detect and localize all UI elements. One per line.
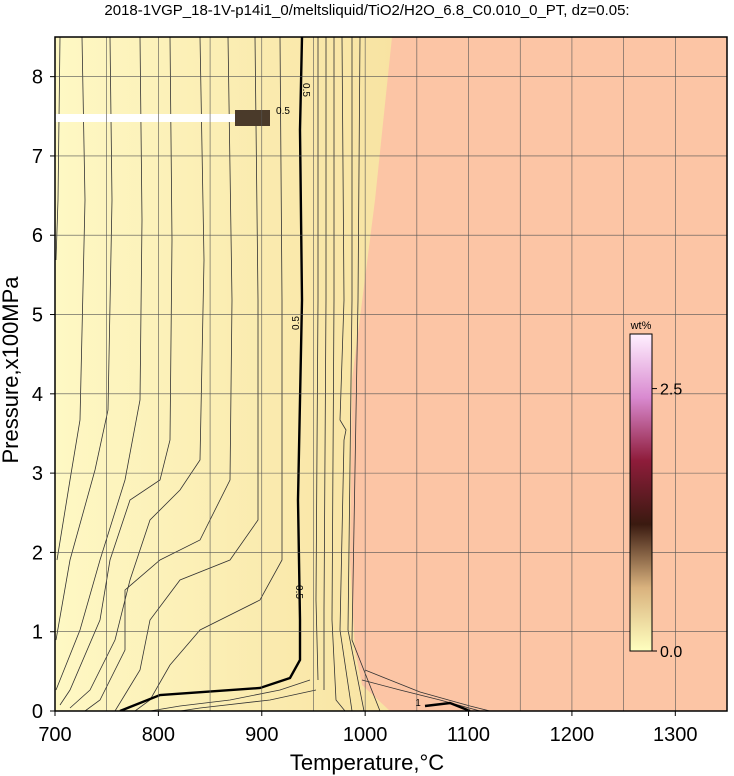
y-tick-label: 7 — [32, 146, 43, 168]
plot-frame — [54, 36, 728, 712]
y-tick-label: 5 — [32, 305, 43, 327]
contour-label: 0.5 — [276, 106, 290, 117]
x-tick-label: 1300 — [653, 724, 698, 746]
y-tick-label: 3 — [32, 463, 43, 485]
colorbar-tick-label: 2.5 — [660, 382, 682, 399]
contour-label: 1 — [415, 698, 421, 709]
artifact-band — [235, 110, 270, 126]
missing-data-band — [55, 114, 235, 122]
x-axis-label: Temperature,°C — [290, 750, 444, 775]
y-tick-label: 0 — [32, 701, 43, 723]
colorbar-tick-label: 0.0 — [660, 644, 682, 661]
contour-1 — [424, 701, 471, 711]
x-tick-label: 800 — [142, 724, 175, 746]
x-tick-label: 1200 — [550, 724, 595, 746]
chart-title: 2018-1VGP_18-1V-p14i1_0/meltsliquid/TiO2… — [104, 2, 629, 19]
x-tick-label: 900 — [245, 724, 278, 746]
x-tick-label: 1100 — [447, 724, 490, 746]
y-tick-label: 4 — [32, 384, 43, 406]
y-tick-label: 2 — [32, 542, 43, 564]
plot-area — [55, 37, 727, 711]
background-low — [55, 37, 392, 711]
y-tick-label: 8 — [32, 67, 43, 89]
colorbar-label: wt% — [630, 320, 652, 332]
y-axis-label: Pressure,x100MPa — [0, 276, 23, 464]
contour-label: 0.5 — [300, 83, 311, 97]
y-tick-label: 6 — [32, 225, 43, 247]
contour-label: 0.5 — [293, 585, 304, 599]
x-tick-label: 1000 — [343, 724, 388, 746]
colorbar — [629, 333, 653, 652]
x-tick-label: 700 — [38, 724, 71, 746]
contours — [55, 37, 491, 711]
contour-label: 0.5 — [291, 316, 302, 330]
y-tick-label: 1 — [32, 622, 43, 644]
